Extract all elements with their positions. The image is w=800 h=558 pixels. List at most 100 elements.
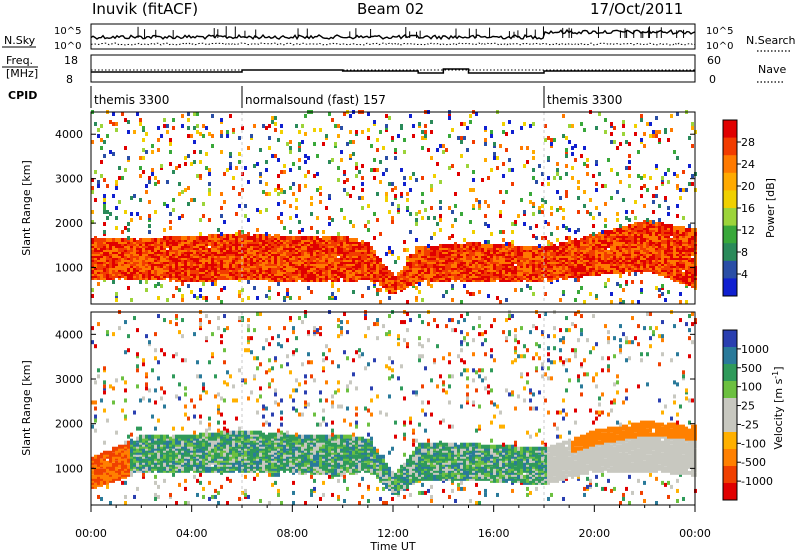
echo-cell <box>658 250 661 254</box>
echo-cell <box>367 112 370 116</box>
echo-cell <box>256 228 259 232</box>
echo-cell <box>478 242 481 246</box>
echo-cell <box>601 260 604 264</box>
echo-cell <box>376 168 379 172</box>
echo-cell <box>316 230 319 234</box>
echo-cell <box>208 272 211 276</box>
echo-cell <box>673 172 676 176</box>
echo-cell <box>409 176 412 180</box>
echo-cell <box>664 128 667 132</box>
echo-cell <box>247 268 250 272</box>
echo-cell <box>451 128 454 132</box>
echo-cell <box>688 182 691 186</box>
echo-cell <box>424 124 427 128</box>
echo-cell <box>472 178 475 182</box>
echo-cell <box>274 248 277 252</box>
echo-cell <box>562 242 565 246</box>
echo-cell <box>199 236 202 240</box>
echo-cell <box>661 232 664 236</box>
echo-cell <box>301 240 304 244</box>
echo-cell <box>208 242 211 246</box>
echo-cell <box>304 154 307 158</box>
echo-cell <box>121 112 124 116</box>
echo-cell <box>130 258 133 262</box>
echo-cell <box>211 134 214 138</box>
echo-cell <box>337 134 340 138</box>
echo-cell <box>523 246 526 250</box>
echo-cell <box>589 292 592 296</box>
echo-cell <box>688 228 691 232</box>
echo-cell <box>670 224 673 228</box>
echo-cell <box>157 126 160 130</box>
echo-cell <box>361 206 364 210</box>
echo-cell <box>385 156 388 160</box>
echo-cell <box>661 222 664 226</box>
echo-cell <box>187 284 190 288</box>
echo-cell <box>109 150 112 154</box>
echo-cell <box>577 186 580 190</box>
echo-cell <box>538 164 541 168</box>
echo-cell <box>427 244 430 248</box>
echo-cell <box>550 138 553 142</box>
echo-cell <box>151 168 154 172</box>
echo-cell <box>454 242 457 246</box>
echo-cell <box>310 196 313 200</box>
echo-cell <box>598 244 601 248</box>
echo-cell <box>310 290 313 294</box>
echo-cell <box>451 298 454 302</box>
echo-cell <box>307 156 310 160</box>
echo-cell <box>691 228 694 232</box>
echo-cell <box>124 210 127 214</box>
echo-cell <box>583 190 586 194</box>
echo-cell <box>253 124 256 128</box>
echo-cell <box>610 122 613 126</box>
echo-cell <box>460 140 463 144</box>
echo-cell <box>685 228 688 232</box>
echo-cell <box>220 134 223 138</box>
echo-cell <box>139 118 142 122</box>
echo-cell <box>220 300 223 304</box>
echo-cell <box>181 294 184 298</box>
echo-cell <box>106 216 109 220</box>
echo-cell <box>649 220 652 224</box>
echo-cell <box>571 166 574 170</box>
echo-cell <box>532 264 535 268</box>
cpid-segment-label: themis 3300 <box>94 93 169 107</box>
echo-cell <box>547 246 550 250</box>
echo-cell <box>202 202 205 206</box>
echo-cell <box>310 202 313 206</box>
echo-cell <box>583 300 586 304</box>
echo-cell <box>220 270 223 274</box>
echo-cell <box>268 234 271 238</box>
echo-cell <box>181 236 184 240</box>
echo-cell <box>550 232 553 236</box>
echo-cell <box>484 200 487 204</box>
echo-cell <box>172 170 175 174</box>
echo-cell <box>661 246 664 250</box>
echo-cell <box>187 240 190 244</box>
echo-cell <box>676 244 679 248</box>
echo-cell <box>430 270 433 274</box>
echo-cell <box>625 140 628 144</box>
echo-cell <box>271 268 274 272</box>
echo-cell <box>379 232 382 236</box>
echo-cell <box>529 192 532 196</box>
echo-cell <box>160 134 163 138</box>
echo-cell <box>481 178 484 182</box>
echo-cell <box>289 140 292 144</box>
echo-cell <box>406 262 409 266</box>
echo-cell <box>226 234 229 238</box>
echo-cell <box>292 162 295 166</box>
echo-cell <box>397 272 400 276</box>
echo-cell <box>577 278 580 282</box>
echo-cell <box>268 286 271 290</box>
echo-cell <box>406 198 409 202</box>
echo-cell <box>154 176 157 180</box>
echo-cell <box>367 128 370 132</box>
echo-cell <box>379 160 382 164</box>
echo-cell <box>286 236 289 240</box>
echo-cell <box>409 258 412 262</box>
echo-cell <box>274 258 277 262</box>
echo-cell <box>292 256 295 260</box>
echo-cell <box>346 236 349 240</box>
